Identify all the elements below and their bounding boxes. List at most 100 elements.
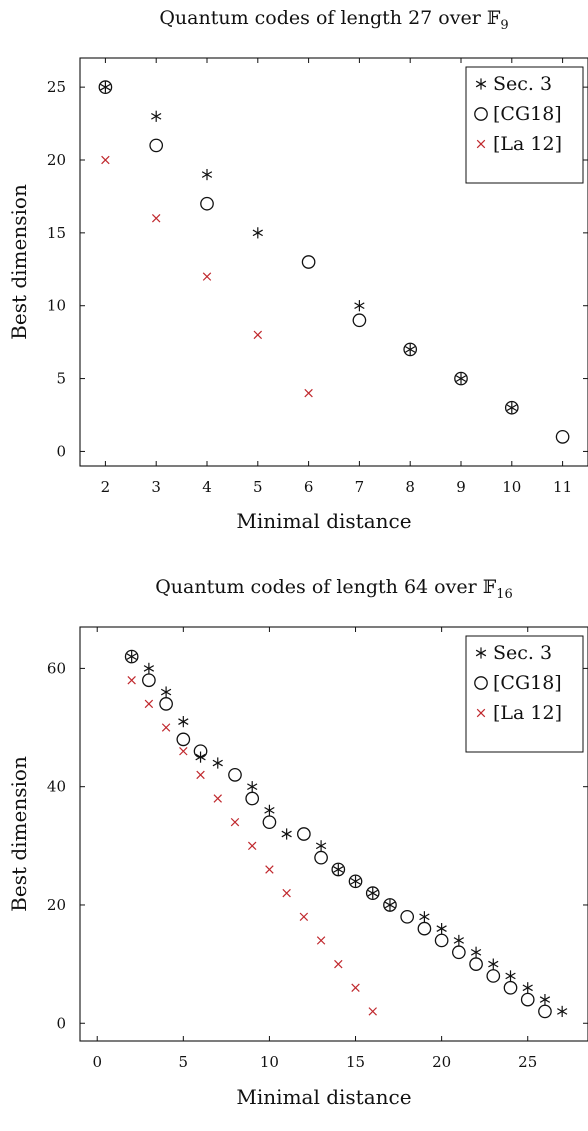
- x-axis-label: Minimal distance: [236, 1085, 411, 1109]
- data-point-circle: [434, 933, 449, 948]
- x-tick-label: 7: [355, 478, 365, 496]
- data-point-cross: [316, 936, 326, 945]
- data-point-circle: [176, 732, 191, 747]
- data-point-circle: [200, 196, 214, 211]
- data-point-circle: [193, 744, 208, 759]
- legend-label: Sec. 3: [493, 73, 552, 95]
- data-point-circle: [352, 313, 367, 328]
- data-point-asterisk: [315, 840, 327, 852]
- data-point-circle: [228, 768, 242, 782]
- data-point-circle: [504, 400, 519, 415]
- data-point-asterisk: [488, 958, 499, 970]
- data-point-asterisk: [252, 227, 263, 239]
- data-point-asterisk: [436, 923, 447, 935]
- legend-marker-cross: [476, 708, 486, 718]
- series-cross: [101, 155, 313, 398]
- x-tick-label: 6: [304, 478, 314, 496]
- y-tick-label: 10: [47, 297, 66, 315]
- data-point-asterisk: [143, 662, 155, 674]
- data-point-cross: [253, 330, 263, 340]
- data-point-cross: [334, 959, 343, 969]
- data-point-circle: [451, 945, 466, 960]
- data-point-cross: [304, 388, 313, 398]
- chart-title: Quantum codes of length 27 over 𝔽9: [159, 7, 508, 33]
- y-axis-label: Best dimension: [7, 756, 31, 912]
- data-point-circle: [149, 138, 164, 153]
- data-point-circle: [454, 371, 468, 386]
- data-point-circle: [403, 342, 418, 357]
- chart-title-text: Quantum codes of length 27 over: [159, 7, 486, 29]
- data-point-asterisk: [506, 402, 517, 414]
- legend-marker-asterisk: [475, 647, 487, 659]
- legend-label: [La 12]: [493, 133, 562, 155]
- data-point-asterisk: [455, 372, 467, 385]
- data-point-circle: [124, 649, 139, 664]
- data-point-asterisk: [126, 650, 137, 663]
- data-point-asterisk: [405, 343, 416, 356]
- x-tick-label: 11: [553, 478, 572, 496]
- y-tick-label: 20: [47, 151, 66, 169]
- data-point-cross: [196, 770, 205, 780]
- y-tick-label: 40: [47, 778, 66, 796]
- data-point-asterisk: [470, 946, 482, 958]
- chart-title-subscript: 9: [500, 18, 508, 33]
- data-point-asterisk: [354, 300, 365, 312]
- data-point-asterisk: [178, 716, 189, 728]
- data-point-circle: [520, 992, 535, 1007]
- data-point-cross: [265, 865, 274, 874]
- data-point-circle: [245, 791, 260, 806]
- data-point-circle: [469, 957, 483, 971]
- data-point-asterisk: [201, 168, 213, 181]
- x-tick-label: 4: [202, 478, 212, 496]
- data-point-asterisk: [557, 1005, 568, 1018]
- data-point-cross: [101, 155, 110, 165]
- x-tick-label: 5: [179, 1053, 189, 1071]
- legend-label: [CG18]: [493, 672, 562, 694]
- legend-label: [CG18]: [493, 103, 562, 125]
- data-point-cross: [127, 676, 136, 685]
- plot-frame: [79, 626, 588, 1042]
- data-point-cross: [144, 699, 154, 709]
- x-tick-label: 9: [456, 478, 466, 496]
- data-point-circle: [417, 921, 432, 936]
- y-tick-label: 0: [56, 1014, 66, 1032]
- data-point-cross: [247, 841, 257, 851]
- data-point-asterisk: [505, 970, 516, 982]
- data-point-asterisk: [100, 81, 111, 93]
- data-point-asterisk: [453, 934, 464, 947]
- data-point-cross: [230, 817, 240, 827]
- data-point-asterisk: [367, 887, 378, 899]
- data-point-cross: [161, 723, 171, 732]
- data-point-asterisk: [212, 757, 223, 769]
- data-point-circle: [159, 697, 173, 711]
- y-axis-label: Best dimension: [7, 184, 31, 340]
- data-point-cross: [282, 888, 291, 898]
- y-tick-label: 0: [56, 442, 66, 460]
- series-asterisk: [100, 81, 517, 414]
- x-tick-label: 15: [346, 1053, 365, 1071]
- data-point-circle: [98, 80, 113, 94]
- legend: Sec. 3 [CG18] [La 12]: [465, 66, 584, 184]
- legend: Sec. 3 [CG18] [La 12]: [465, 635, 584, 753]
- plot-frame: [79, 57, 588, 467]
- data-point-cross: [299, 912, 309, 922]
- legend-label: Sec. 3: [493, 642, 552, 664]
- legend-marker-circle: [474, 107, 488, 121]
- data-point-cross: [351, 983, 360, 992]
- data-point-asterisk: [264, 804, 275, 816]
- data-point-circle: [383, 898, 397, 912]
- y-tick-label: 20: [47, 896, 66, 914]
- x-tick-label: 3: [151, 478, 161, 496]
- chart-title: Quantum codes of length 64 over 𝔽16: [155, 576, 513, 602]
- data-point-circle: [142, 673, 156, 688]
- chart-title-subscript: 16: [496, 587, 513, 602]
- chart-1: Quantum codes of length 27 over 𝔽92 3 4 5 6 7…: [7, 7, 588, 533]
- data-point-circle: [262, 815, 277, 830]
- x-tick-label: 8: [405, 478, 415, 496]
- x-axis-label: Minimal distance: [236, 509, 411, 533]
- y-tick-label: 15: [47, 224, 66, 242]
- chart-2: Quantum codes of length 64 over 𝔽16 0 5 10 1…: [7, 576, 588, 1109]
- data-point-asterisk: [419, 911, 430, 923]
- x-tick-label: 10: [502, 478, 521, 496]
